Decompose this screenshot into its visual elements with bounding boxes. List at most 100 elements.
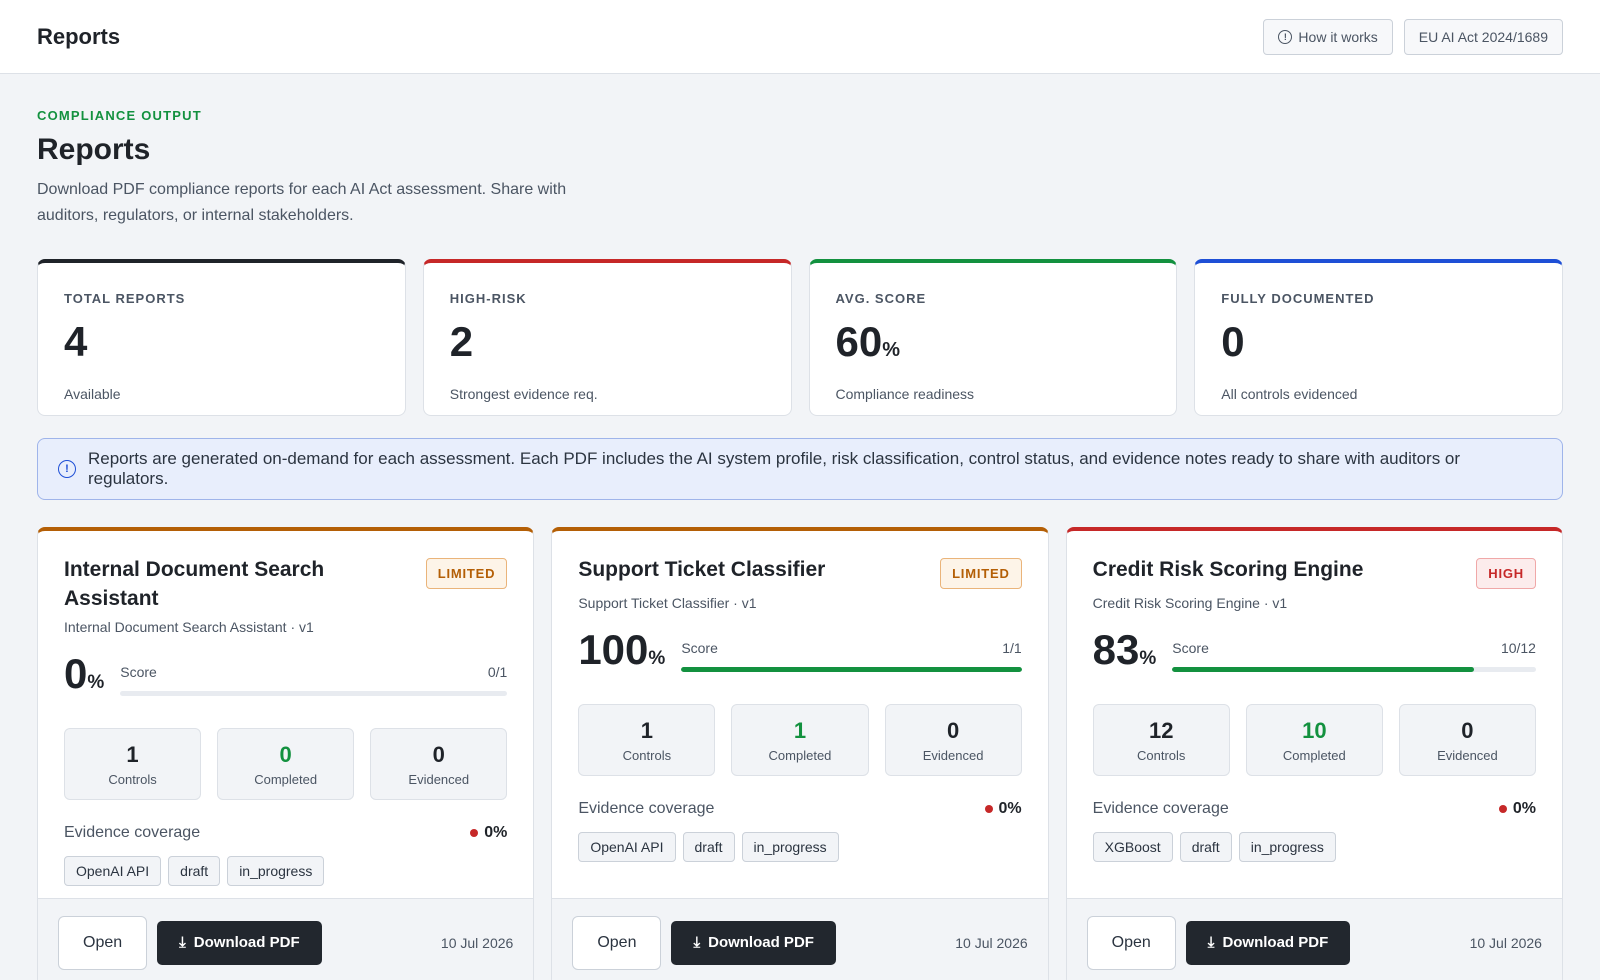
report-card: Credit Risk Scoring Engine HIGH Credit R… (1065, 527, 1563, 980)
stat-value: 0 (1221, 318, 1245, 365)
info-icon: ! (58, 460, 76, 478)
download-icon: ⤓ (179, 934, 186, 951)
open-button[interactable]: Open (1086, 915, 1176, 970)
stat-total-reports: TOTAL REPORTS 4 Available (37, 259, 406, 416)
download-pdf-button[interactable]: ⤓ Download PDF (671, 920, 836, 965)
info-notice: ! Reports are generated on-demand for ea… (37, 438, 1563, 500)
report-title: Internal Document Search Assistant (64, 558, 325, 610)
stat-fully-documented: FULLY DOCUMENTED 0 All controls evidence… (1194, 259, 1563, 416)
open-button[interactable]: Open (572, 915, 662, 970)
report-card: Internal Document Search Assistant LIMIT… (37, 527, 535, 980)
report-card: Support Ticket Classifier LIMITED Suppor… (551, 527, 1049, 980)
metric-tiles: 1 Controls 1 Completed 0 Evidenced (578, 704, 1022, 776)
stat-value: 2 (449, 318, 474, 365)
score-progress-bar (681, 667, 1022, 672)
card-footer: Open ⤓ Download PDF 10 Jul 2026 (552, 898, 1048, 980)
completed-tile: 10 Completed (1245, 704, 1383, 776)
tag: in_progress (227, 856, 325, 886)
tag: in_progress (741, 832, 839, 862)
section-eyebrow: COMPLIANCE OUTPUT (37, 108, 202, 123)
stat-sub: Strongest evidence req. (449, 386, 598, 402)
risk-badge: LIMITED (425, 558, 508, 589)
stat-high-risk: HIGH-RISK 2 Strongest evidence req. (422, 259, 792, 416)
stat-value: 60% (835, 318, 901, 365)
score-ratio: 10/12 (1500, 640, 1536, 656)
report-date: 10 Jul 2026 (955, 934, 1028, 951)
top-bar: Reports ! How it works EU AI Act 2024/16… (0, 0, 1600, 74)
notice-text: Reports are generated on-demand for each… (88, 449, 1461, 488)
report-subtitle: Internal Document Search Assistant · v1 (64, 619, 314, 635)
download-icon: ⤓ (693, 934, 701, 951)
controls-tile: 12 Controls (1092, 704, 1230, 776)
score-label: Score (1172, 640, 1209, 656)
controls-tile: 1 Controls (64, 728, 202, 800)
tag: draft (1179, 832, 1232, 862)
download-icon: ⤓ (1207, 934, 1215, 951)
score-row: 100% Score 1/1 (578, 626, 1022, 680)
controls-tile: 1 Controls (578, 704, 716, 776)
app-title: Reports (37, 23, 121, 49)
top-actions: ! How it works EU AI Act 2024/1689 (1263, 18, 1563, 55)
evidenced-tile: 0 Evidenced (884, 704, 1022, 776)
completed-tile: 1 Completed (731, 704, 869, 776)
score-ratio: 1/1 (1002, 640, 1022, 656)
eu-ai-act-label: EU AI Act 2024/1689 (1418, 28, 1548, 45)
report-title: Support Ticket Classifier (578, 558, 826, 581)
info-icon: ! (1278, 29, 1293, 44)
metric-tiles: 12 Controls 10 Completed 0 Evidenced (1092, 704, 1536, 776)
card-footer: Open ⤓ Download PDF 10 Jul 2026 (1066, 898, 1562, 980)
open-button[interactable]: Open (58, 915, 148, 970)
how-it-works-button[interactable]: ! How it works (1263, 18, 1393, 55)
tag-list: XGBoost draft in_progress (1092, 832, 1536, 862)
stat-sub: All controls evidenced (1221, 386, 1358, 402)
stat-label: HIGH-RISK (449, 291, 527, 306)
download-pdf-button[interactable]: ⤓ Download PDF (157, 920, 322, 965)
report-date: 10 Jul 2026 (1469, 934, 1542, 951)
evidence-coverage: Evidence coverage 0% (578, 800, 1022, 817)
tag: draft (168, 856, 221, 886)
status-dot-icon (984, 805, 993, 813)
page-description: Download PDF compliance reports for each… (37, 181, 567, 224)
stats-row: TOTAL REPORTS 4 Available HIGH-RISK 2 St… (37, 259, 1563, 416)
stat-sub: Available (64, 386, 121, 402)
score-progress-fill (1172, 667, 1475, 672)
report-subtitle: Support Ticket Classifier · v1 (578, 595, 757, 611)
status-dot-icon (1498, 805, 1507, 813)
stat-sub: Compliance readiness (835, 386, 975, 402)
risk-badge: LIMITED (940, 558, 1022, 589)
stat-label: FULLY DOCUMENTED (1221, 291, 1375, 306)
page-title: Reports (37, 133, 151, 166)
score-row: 0% Score 0/1 (64, 653, 508, 704)
risk-badge: HIGH (1476, 558, 1536, 589)
tag: OpenAI API (578, 832, 676, 862)
tag: OpenAI API (64, 856, 162, 886)
tag: draft (682, 832, 735, 862)
report-cards: Internal Document Search Assistant LIMIT… (37, 527, 1563, 980)
download-pdf-button[interactable]: ⤓ Download PDF (1185, 920, 1351, 965)
eu-ai-act-button[interactable]: EU AI Act 2024/1689 (1403, 18, 1563, 55)
stat-label: TOTAL REPORTS (64, 291, 186, 306)
report-subtitle: Credit Risk Scoring Engine · v1 (1092, 595, 1288, 611)
card-footer: Open ⤓ Download PDF 10 Jul 2026 (38, 898, 534, 980)
evidence-coverage: Evidence coverage 0% (64, 824, 508, 841)
score-row: 83% Score 10/12 (1093, 629, 1536, 680)
tag: XGBoost (1092, 832, 1173, 862)
evidenced-tile: 0 Evidenced (370, 728, 508, 800)
score-label: Score (120, 664, 157, 680)
score-value: 100% (578, 626, 666, 673)
score-ratio: 0/1 (487, 664, 508, 680)
tag-list: OpenAI API draft in_progress (578, 832, 1021, 862)
stat-value: 4 (64, 318, 88, 365)
score-label: Score (681, 640, 718, 656)
score-progress-bar (120, 691, 508, 696)
main-content: COMPLIANCE OUTPUT Reports Download PDF c… (0, 74, 1600, 980)
metric-tiles: 1 Controls 0 Completed 0 Evidenced (64, 728, 508, 800)
score-progress-bar (1172, 667, 1536, 672)
evidence-coverage: Evidence coverage 0% (1092, 800, 1536, 817)
status-dot-icon (470, 829, 479, 837)
stat-label: AVG. SCORE (835, 291, 927, 306)
report-title: Credit Risk Scoring Engine (1092, 558, 1364, 581)
evidenced-tile: 0 Evidenced (1398, 704, 1536, 776)
tag-list: OpenAI API draft in_progress (64, 856, 507, 886)
tag: in_progress (1238, 832, 1336, 862)
